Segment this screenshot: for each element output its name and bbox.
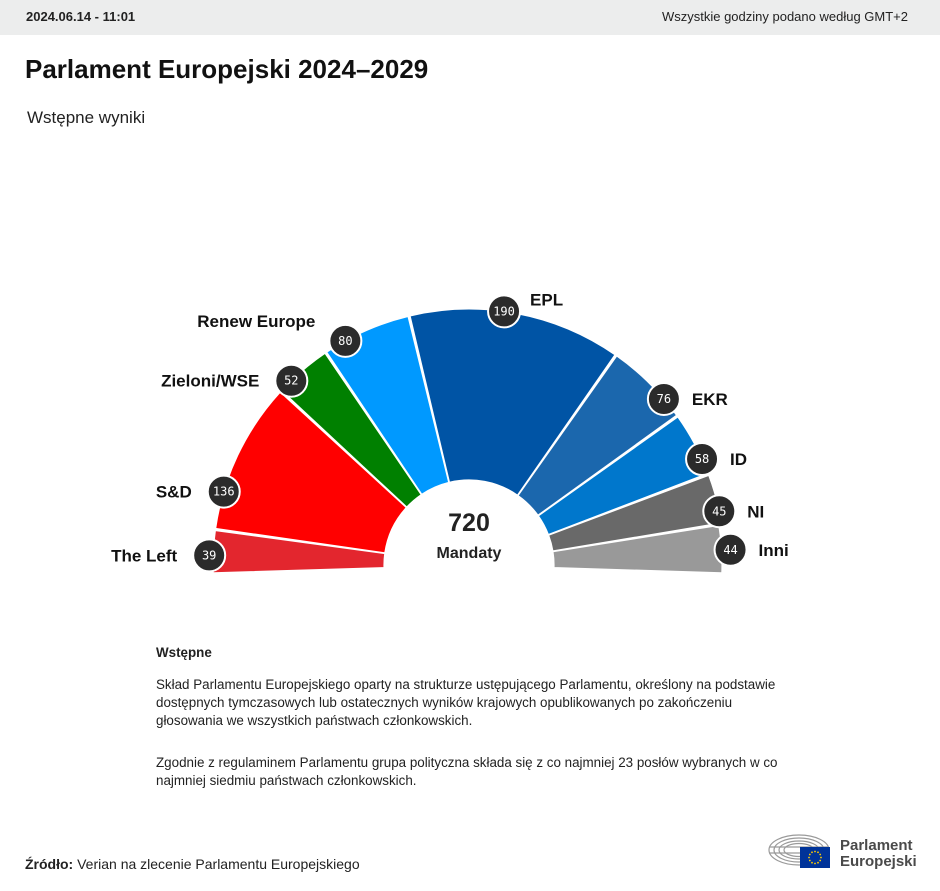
- seat-count-zieloni-wse: 52: [284, 374, 298, 388]
- timezone-note: Wszystkie godziny podano według GMT+2: [661, 9, 908, 24]
- seat-badge-inni: [713, 532, 748, 567]
- notes-paragraph-2: Zgodnie z regulaminem Parlamentu grupa p…: [156, 755, 778, 788]
- segment-epl: [409, 308, 616, 497]
- total-seats-label: Mandaty: [437, 545, 502, 562]
- seat-count-the-left: 39: [202, 548, 216, 562]
- party-label-ni: NI: [747, 502, 764, 521]
- eu-stars-icon: [808, 850, 822, 865]
- seat-count-s-d: 136: [213, 485, 235, 499]
- chart-title: Parlament Europejski 2024–2029: [25, 54, 429, 84]
- party-label-ekr: EKR: [692, 390, 728, 409]
- eu-star-icon: [819, 859, 822, 862]
- source-line: Źródło: Verian na zlecenie Parlamentu Eu…: [25, 856, 360, 872]
- seat-badge-epl: [487, 294, 522, 329]
- parliament-logo: Parlament Europejski: [768, 832, 928, 872]
- source-text: Verian na zlecenie Parlamentu Europejski…: [77, 856, 360, 872]
- source-label: Źródło:: [25, 856, 74, 872]
- logo-line-2: Europejski: [840, 853, 917, 870]
- seat-count-epl: 190: [493, 304, 515, 318]
- eu-star-icon: [814, 850, 816, 853]
- notes-heading: Wstępne: [156, 645, 212, 660]
- eu-flag-icon: [800, 847, 830, 868]
- seat-count-ekr: 76: [657, 392, 671, 406]
- notes-section: Wstępne Skład Parlamentu Europejskiego o…: [156, 644, 786, 814]
- eu-star-icon: [819, 853, 822, 856]
- eu-star-icon: [808, 859, 811, 862]
- party-label-id: ID: [730, 450, 747, 469]
- eu-star-icon: [811, 851, 813, 854]
- logo-text: Parlament Europejski: [840, 838, 917, 870]
- seat-count-id: 58: [695, 452, 709, 466]
- eu-star-icon: [808, 856, 810, 859]
- party-label-epl: EPL: [530, 290, 563, 309]
- eu-star-icon: [820, 856, 822, 859]
- eu-star-icon: [814, 862, 816, 865]
- party-label-inni: Inni: [759, 541, 789, 560]
- seat-badge-s-d: [206, 474, 241, 509]
- logo-line-1: Parlament: [840, 837, 913, 854]
- segment-id: [537, 416, 709, 536]
- seat-segments: [212, 308, 723, 574]
- seat-badge-renew-europe: [328, 323, 363, 358]
- timestamp: 2024.06.14 - 11:01: [26, 9, 136, 24]
- eu-star-icon: [808, 853, 811, 856]
- party-label-the-left: The Left: [111, 546, 177, 565]
- party-label-zieloni-wse: Zieloni/WSE: [161, 372, 259, 391]
- segment-ekr: [517, 355, 678, 517]
- notes-paragraph-1: Skład Parlamentu Europejskiego oparty na…: [156, 677, 776, 728]
- segment-ni: [547, 474, 723, 552]
- total-seats-value: 720: [448, 509, 490, 537]
- eu-star-icon: [811, 861, 813, 864]
- party-label-renew-europe: Renew Europe: [197, 312, 315, 331]
- seat-count-inni: 44: [723, 543, 737, 557]
- seat-count-renew-europe: 80: [338, 334, 352, 348]
- party-label-s-d: S&D: [156, 483, 192, 502]
- seat-badge-id: [685, 442, 720, 477]
- hemicycle-chart: The Left S&D Zieloni/WSE Renew Europe EPL EKR…: [111, 290, 789, 574]
- seat-badge-ni: [702, 494, 737, 529]
- seat-count-ni: 45: [712, 504, 726, 518]
- eu-star-icon: [817, 861, 819, 864]
- seat-badge-ekr: [646, 382, 681, 417]
- top-bar: 2024.06.14 - 11:01 Wszystkie godziny pod…: [0, 0, 940, 35]
- seat-badges: 39 136 52 80 190 76 58 45 44: [192, 294, 748, 573]
- seat-badge-zieloni-wse: [274, 363, 309, 398]
- party-labels: The Left S&D Zieloni/WSE Renew Europe EPL EKR…: [111, 290, 789, 565]
- hemicycle-logo-icon: [768, 834, 830, 868]
- seat-badge-the-left: [192, 538, 227, 573]
- eu-star-icon: [817, 851, 819, 854]
- chart-subtitle: Wstępne wyniki: [27, 108, 146, 127]
